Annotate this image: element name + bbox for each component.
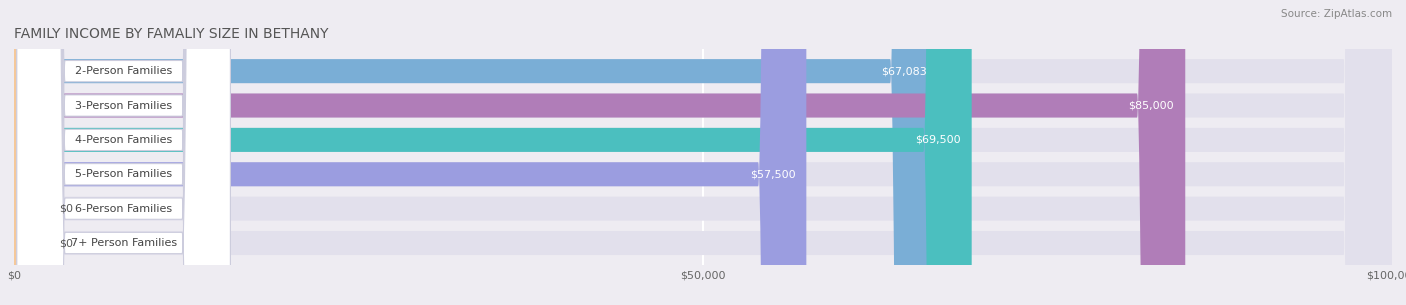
Text: 6-Person Families: 6-Person Families	[75, 204, 172, 213]
Text: 7+ Person Families: 7+ Person Families	[70, 238, 177, 248]
Text: $85,000: $85,000	[1129, 101, 1174, 110]
Text: 5-Person Families: 5-Person Families	[75, 169, 172, 179]
FancyBboxPatch shape	[14, 0, 1392, 305]
FancyBboxPatch shape	[14, 0, 1392, 305]
FancyBboxPatch shape	[14, 0, 807, 305]
Text: Source: ZipAtlas.com: Source: ZipAtlas.com	[1281, 9, 1392, 19]
Text: FAMILY INCOME BY FAMALIY SIZE IN BETHANY: FAMILY INCOME BY FAMALIY SIZE IN BETHANY	[14, 27, 329, 41]
Text: $57,500: $57,500	[749, 169, 796, 179]
Text: $0: $0	[59, 238, 73, 248]
Text: 4-Person Families: 4-Person Families	[75, 135, 172, 145]
FancyBboxPatch shape	[14, 0, 938, 305]
FancyBboxPatch shape	[14, 0, 972, 305]
FancyBboxPatch shape	[14, 0, 1392, 305]
Text: $69,500: $69,500	[915, 135, 960, 145]
FancyBboxPatch shape	[17, 0, 231, 305]
FancyBboxPatch shape	[17, 0, 231, 305]
FancyBboxPatch shape	[17, 0, 231, 305]
FancyBboxPatch shape	[14, 0, 1392, 305]
FancyBboxPatch shape	[0, 0, 62, 305]
FancyBboxPatch shape	[0, 0, 62, 305]
Text: 3-Person Families: 3-Person Families	[75, 101, 172, 110]
Text: $67,083: $67,083	[882, 66, 928, 76]
FancyBboxPatch shape	[17, 0, 231, 305]
FancyBboxPatch shape	[17, 0, 231, 305]
FancyBboxPatch shape	[14, 0, 1392, 305]
FancyBboxPatch shape	[17, 0, 231, 305]
FancyBboxPatch shape	[14, 0, 1185, 305]
Text: 2-Person Families: 2-Person Families	[75, 66, 172, 76]
FancyBboxPatch shape	[14, 0, 1392, 305]
Text: $0: $0	[59, 204, 73, 213]
